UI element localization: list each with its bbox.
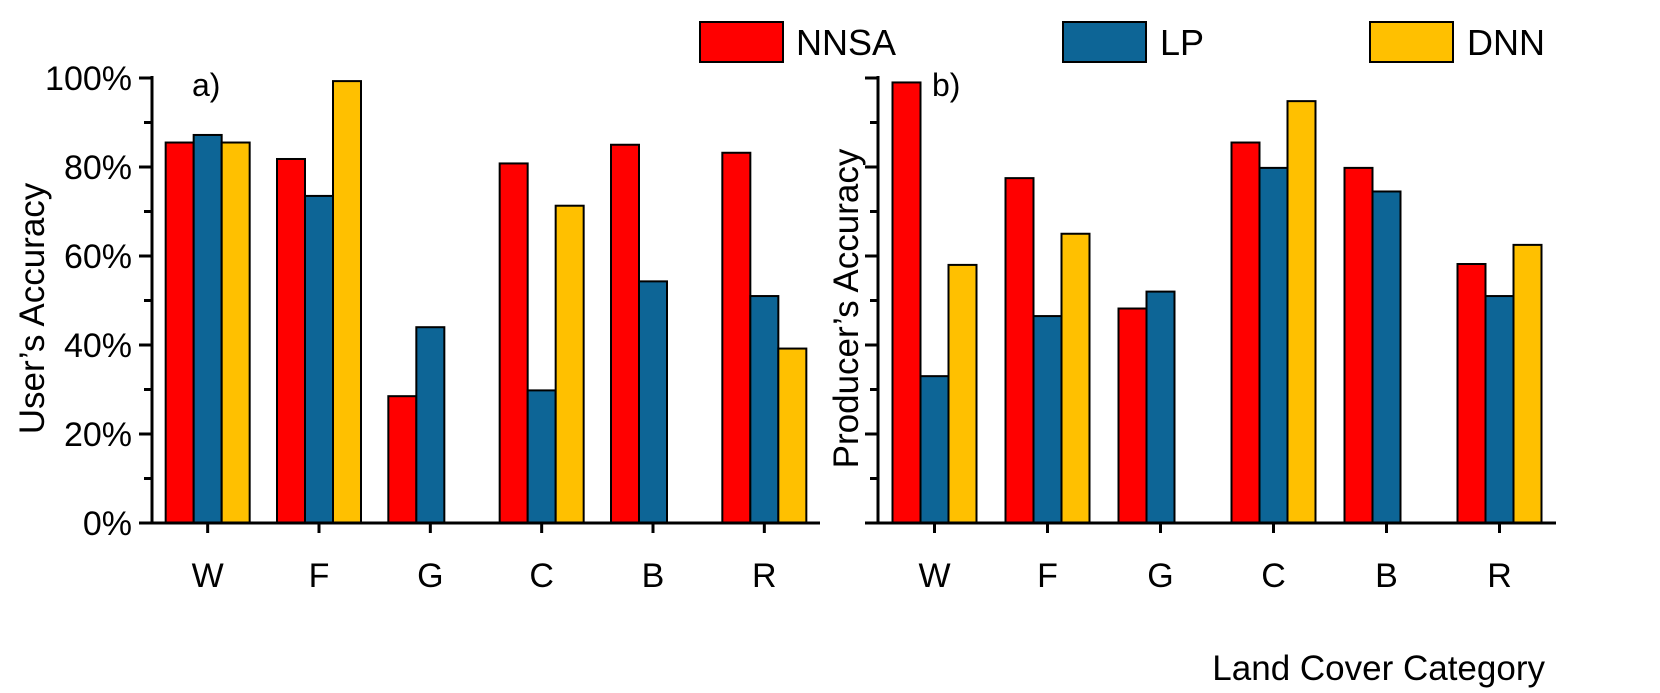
bar-lp-F bbox=[1032, 315, 1063, 525]
x-axis-title: Land Cover Category bbox=[1212, 649, 1545, 688]
bar-lp-W bbox=[192, 133, 223, 525]
legend-swatch-lp bbox=[1062, 21, 1147, 63]
x-tick-label-W: W bbox=[192, 557, 224, 595]
bar-lp-R bbox=[1484, 295, 1515, 524]
bar-lp-B bbox=[1371, 190, 1402, 524]
bar-nnsa-W bbox=[164, 141, 195, 524]
legend: NNSA LP DNN bbox=[699, 21, 1545, 63]
bar-nnsa-C bbox=[1230, 141, 1261, 524]
bar-nnsa-R bbox=[721, 151, 752, 524]
legend-swatch-dnn bbox=[1369, 21, 1454, 63]
y-tick-label-60: 60% bbox=[64, 238, 132, 276]
bar-dnn-F bbox=[1060, 232, 1091, 524]
bar-nnsa-F bbox=[1004, 177, 1035, 524]
x-tick-label-C: C bbox=[529, 557, 554, 595]
bar-lp-G bbox=[1145, 290, 1176, 524]
y-tick-label-20: 20% bbox=[64, 416, 132, 454]
x-tick-label-G: G bbox=[417, 557, 443, 595]
y-axis-title: User’s Accuracy bbox=[13, 182, 52, 434]
bar-lp-G bbox=[415, 326, 446, 525]
bar-lp-R bbox=[749, 295, 780, 524]
legend-label-lp: LP bbox=[1160, 22, 1204, 63]
bar-lp-B bbox=[638, 280, 668, 524]
bar-dnn-C bbox=[1286, 100, 1317, 524]
bar-lp-C bbox=[1258, 166, 1289, 524]
bar-nnsa-G bbox=[1117, 307, 1148, 525]
bar-lp-C bbox=[526, 389, 557, 525]
y-tick-label-40: 40% bbox=[64, 327, 132, 365]
x-tick-label-F: F bbox=[309, 557, 330, 595]
legend-label-nnsa: NNSA bbox=[796, 22, 896, 63]
bar-nnsa-R bbox=[1456, 263, 1487, 524]
bar-nnsa-W bbox=[891, 81, 922, 524]
legend-swatch-nnsa bbox=[699, 21, 784, 63]
y-tick-label-0: 0% bbox=[83, 505, 132, 543]
panel-b-producer-accuracy: W F G C B R Producer’s Accuracy b) bbox=[827, 67, 1556, 595]
x-tick-label-F: F bbox=[1037, 557, 1058, 595]
bar-dnn-C bbox=[554, 204, 585, 524]
bar-nnsa-C bbox=[498, 162, 529, 524]
panel-label: b) bbox=[932, 67, 960, 103]
x-tick-label-B: B bbox=[642, 557, 665, 595]
x-tick-label-G: G bbox=[1147, 557, 1173, 595]
bar-nnsa-G bbox=[387, 395, 418, 524]
bar-dnn-R bbox=[777, 347, 808, 524]
bar-dnn-R bbox=[1512, 243, 1543, 524]
x-tick-label-R: R bbox=[752, 557, 777, 595]
x-tick-label-W: W bbox=[918, 557, 950, 595]
x-tick-label-R: R bbox=[1487, 557, 1512, 595]
legend-label-dnn: DNN bbox=[1467, 22, 1545, 63]
bar-nnsa-B bbox=[610, 143, 640, 524]
panel-a-user-accuracy: W F G C B R 0% 20% 40% 60% 80% 100% User’s Accuracy a… bbox=[13, 60, 820, 595]
x-tick-label-B: B bbox=[1375, 557, 1398, 595]
bar-lp-W bbox=[919, 375, 950, 524]
bar-dnn-W bbox=[947, 263, 978, 524]
y-tick-label-100: 100% bbox=[45, 60, 132, 98]
x-tick-label-C: C bbox=[1261, 557, 1286, 595]
bar-dnn-F bbox=[332, 80, 362, 525]
y-axis-title: Producer’s Accuracy bbox=[827, 148, 866, 468]
bar-nnsa-F bbox=[276, 157, 306, 525]
bar-dnn-W bbox=[220, 141, 251, 524]
bar-nnsa-B bbox=[1343, 166, 1374, 524]
bar-lp-F bbox=[304, 194, 334, 525]
panel-label: a) bbox=[192, 67, 220, 103]
y-tick-label-80: 80% bbox=[64, 149, 132, 187]
